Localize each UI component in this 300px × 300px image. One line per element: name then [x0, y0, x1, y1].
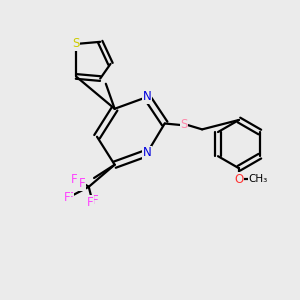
Text: S: S [180, 118, 188, 131]
Text: CH₃: CH₃ [248, 174, 268, 184]
Text: F: F [67, 190, 74, 204]
Text: F: F [64, 190, 70, 204]
Text: F: F [79, 177, 86, 190]
Text: O: O [234, 172, 244, 186]
Text: F: F [87, 196, 94, 208]
Text: F: F [92, 194, 99, 207]
Text: N: N [143, 146, 152, 159]
Text: S: S [72, 38, 80, 50]
Text: N: N [143, 91, 152, 103]
Text: F: F [71, 173, 77, 186]
